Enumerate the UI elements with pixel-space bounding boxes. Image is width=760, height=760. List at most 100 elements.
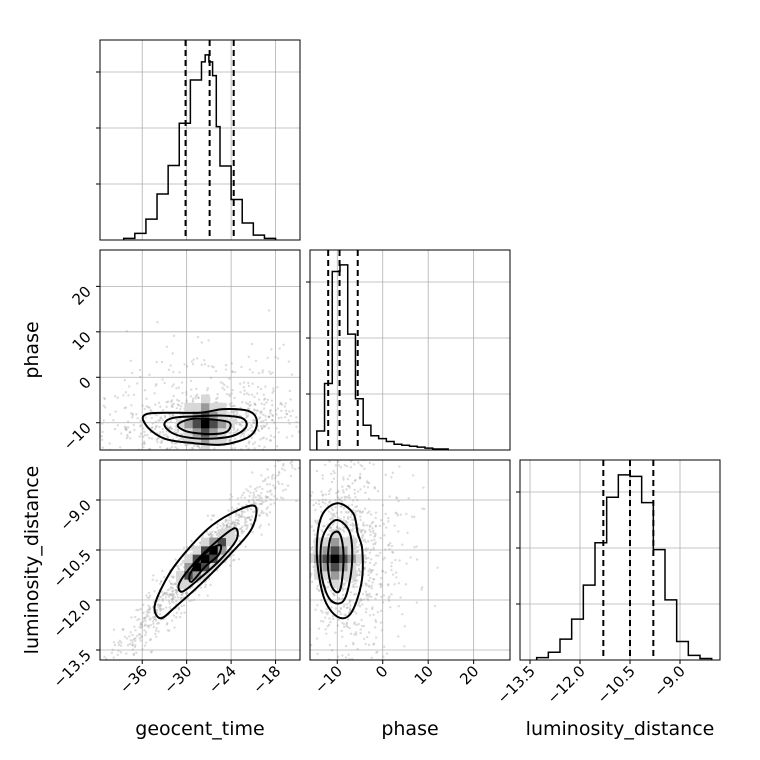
scatter-point [394,558,397,562]
scatter-point [242,435,246,438]
scatter-point [138,633,142,636]
scatter-point [344,510,348,514]
scatter-point [232,404,235,408]
scatter-point [284,402,288,405]
scatter-point [263,445,266,449]
scatter-point [141,443,144,446]
scatter-point [232,559,235,562]
scatter-point [101,430,104,434]
scatter-point [244,518,247,522]
scatter-point [244,430,247,433]
scatter-point [270,453,272,455]
density-cell [209,545,219,555]
scatter-point [273,487,277,490]
xtick-label-phase-3: 20 [456,662,482,688]
scatter-point [255,409,258,412]
scatter-point [390,561,394,564]
scatter-point [221,382,225,385]
scatter-point [293,574,295,576]
density-cell [217,545,227,555]
scatter-point [245,488,248,491]
scatter-point [329,410,331,412]
scatter-point [142,603,145,607]
scatter-point [265,401,268,404]
scatter-point [324,498,327,502]
scatter-point [256,428,260,431]
scatter-point [342,664,344,666]
ytick-label-phase-2: 10 [69,328,95,354]
scatter-point [147,604,150,607]
scatter-point [203,359,206,362]
scatter-point [323,502,327,505]
scatter-point [59,740,61,742]
scatter-point [228,516,231,519]
scatter-point [265,512,268,516]
scatter-point [260,424,263,428]
scatter-point [170,405,173,408]
scatter-point [232,412,235,415]
scatter-point [206,514,210,517]
scatter-point [113,643,117,647]
scatter-point [152,622,155,626]
density-cell [209,427,219,437]
scatter-point [172,383,175,386]
scatter-point [390,476,393,479]
scatter-point [351,441,353,443]
scatter-point [371,606,374,609]
scatter-point [124,428,128,431]
scatter-point [341,597,344,600]
scatter-point [343,433,345,435]
density-cell [314,537,323,547]
scatter-point [354,631,358,634]
scatter-point [177,568,181,571]
scatter-point [260,410,263,413]
scatter-point [172,402,176,405]
scatter-point [142,440,146,443]
scatter-point [339,505,343,508]
scatter-point [169,582,173,586]
scatter-point [245,520,248,524]
scatter-point [135,634,139,638]
scatter-point [305,451,307,453]
scatter-point [384,473,387,477]
scatter-point [223,383,226,387]
scatter-point [359,463,362,467]
scatter-point [348,486,351,489]
scatter-point [317,627,321,630]
scatter-point [247,489,250,493]
scatter-point [295,499,298,503]
scatter-point [367,497,371,501]
scatter-point [260,412,263,415]
scatter-point [161,569,164,573]
scatter-point [360,624,364,628]
scatter-point [260,474,263,477]
scatter-point [374,620,378,624]
scatter-point [173,626,176,629]
scatter-point [366,597,369,600]
scatter-point [229,522,232,526]
scatter-point [165,447,169,450]
scatter-point [179,563,183,566]
scatter-point [143,442,147,445]
scatter-point [364,642,367,646]
scatter-point [370,656,373,660]
scatter-point [379,585,383,589]
scatter-point [346,606,349,609]
scatter-point [374,534,377,537]
scatter-point [256,392,259,395]
scatter-point [232,428,235,432]
scatter-point [215,533,218,537]
scatter-point [225,526,229,529]
scatter-point [248,400,252,404]
scatter-point [312,426,314,428]
scatter-point [376,610,380,614]
scatter-point [209,583,212,587]
scatter-point [221,522,225,525]
scatter-point [350,451,352,453]
scatter-point [186,597,190,600]
scatter-point [343,625,346,629]
scatter-point [240,530,243,533]
scatter-point [379,582,383,586]
scatter-point [290,460,294,463]
scatter-point [314,501,318,505]
